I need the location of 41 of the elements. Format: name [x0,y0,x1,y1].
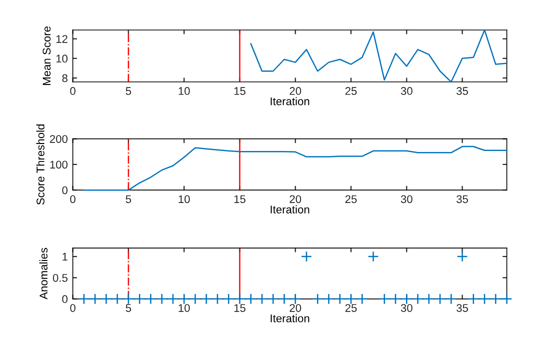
x-axis-title: Iteration [270,314,310,322]
line-series [250,29,508,83]
y-tick-label: 0 [62,295,68,304]
y-tick-label: 100 [50,160,68,169]
x-tick-label: 30 [400,304,412,312]
y-axis-title: Anomalies [39,248,48,300]
y-tick-label: 12 [56,35,68,43]
x-tick-label: 5 [126,87,132,95]
y-tick-label: 0 [62,186,68,194]
x-tick-label: 30 [400,87,412,95]
x-tick-label: 35 [456,87,468,95]
y-tick-label: 1 [62,252,68,261]
x-tick-label: 25 [345,304,357,312]
x-tick-label: 10 [178,87,190,95]
x-tick-label: 20 [290,87,302,95]
y-axis-title: Mean Score [42,26,51,85]
y-tick-label: 10 [56,54,68,63]
x-tick-label: 25 [345,87,357,95]
x-tick-label: 0 [70,87,76,95]
x-axis-title: Iteration [270,205,310,214]
y-tick-label: 0.5 [52,274,68,282]
x-tick-label: 30 [400,195,412,204]
x-tick-label: 10 [178,195,190,204]
line-series [83,146,508,191]
x-tick-label: 0 [70,304,76,312]
x-tick-label: 20 [290,195,302,204]
y-tick-label: 200 [50,135,68,143]
x-tick-label: 20 [290,304,302,312]
x-tick-label: 15 [234,195,246,204]
y-tick-label: 8 [62,74,68,82]
y-axis-title: Score Threshold [36,124,44,205]
x-axis-title: Iteration [270,97,310,106]
x-tick-label: 0 [70,195,76,204]
x-tick-label: 10 [178,304,190,312]
x-tick-label: 15 [234,87,246,95]
x-tick-label: 5 [126,304,132,312]
x-tick-label: 5 [126,195,132,204]
x-tick-label: 35 [456,304,468,312]
x-tick-label: 35 [456,195,468,204]
x-tick-label: 15 [234,304,246,312]
x-tick-label: 25 [345,195,357,204]
